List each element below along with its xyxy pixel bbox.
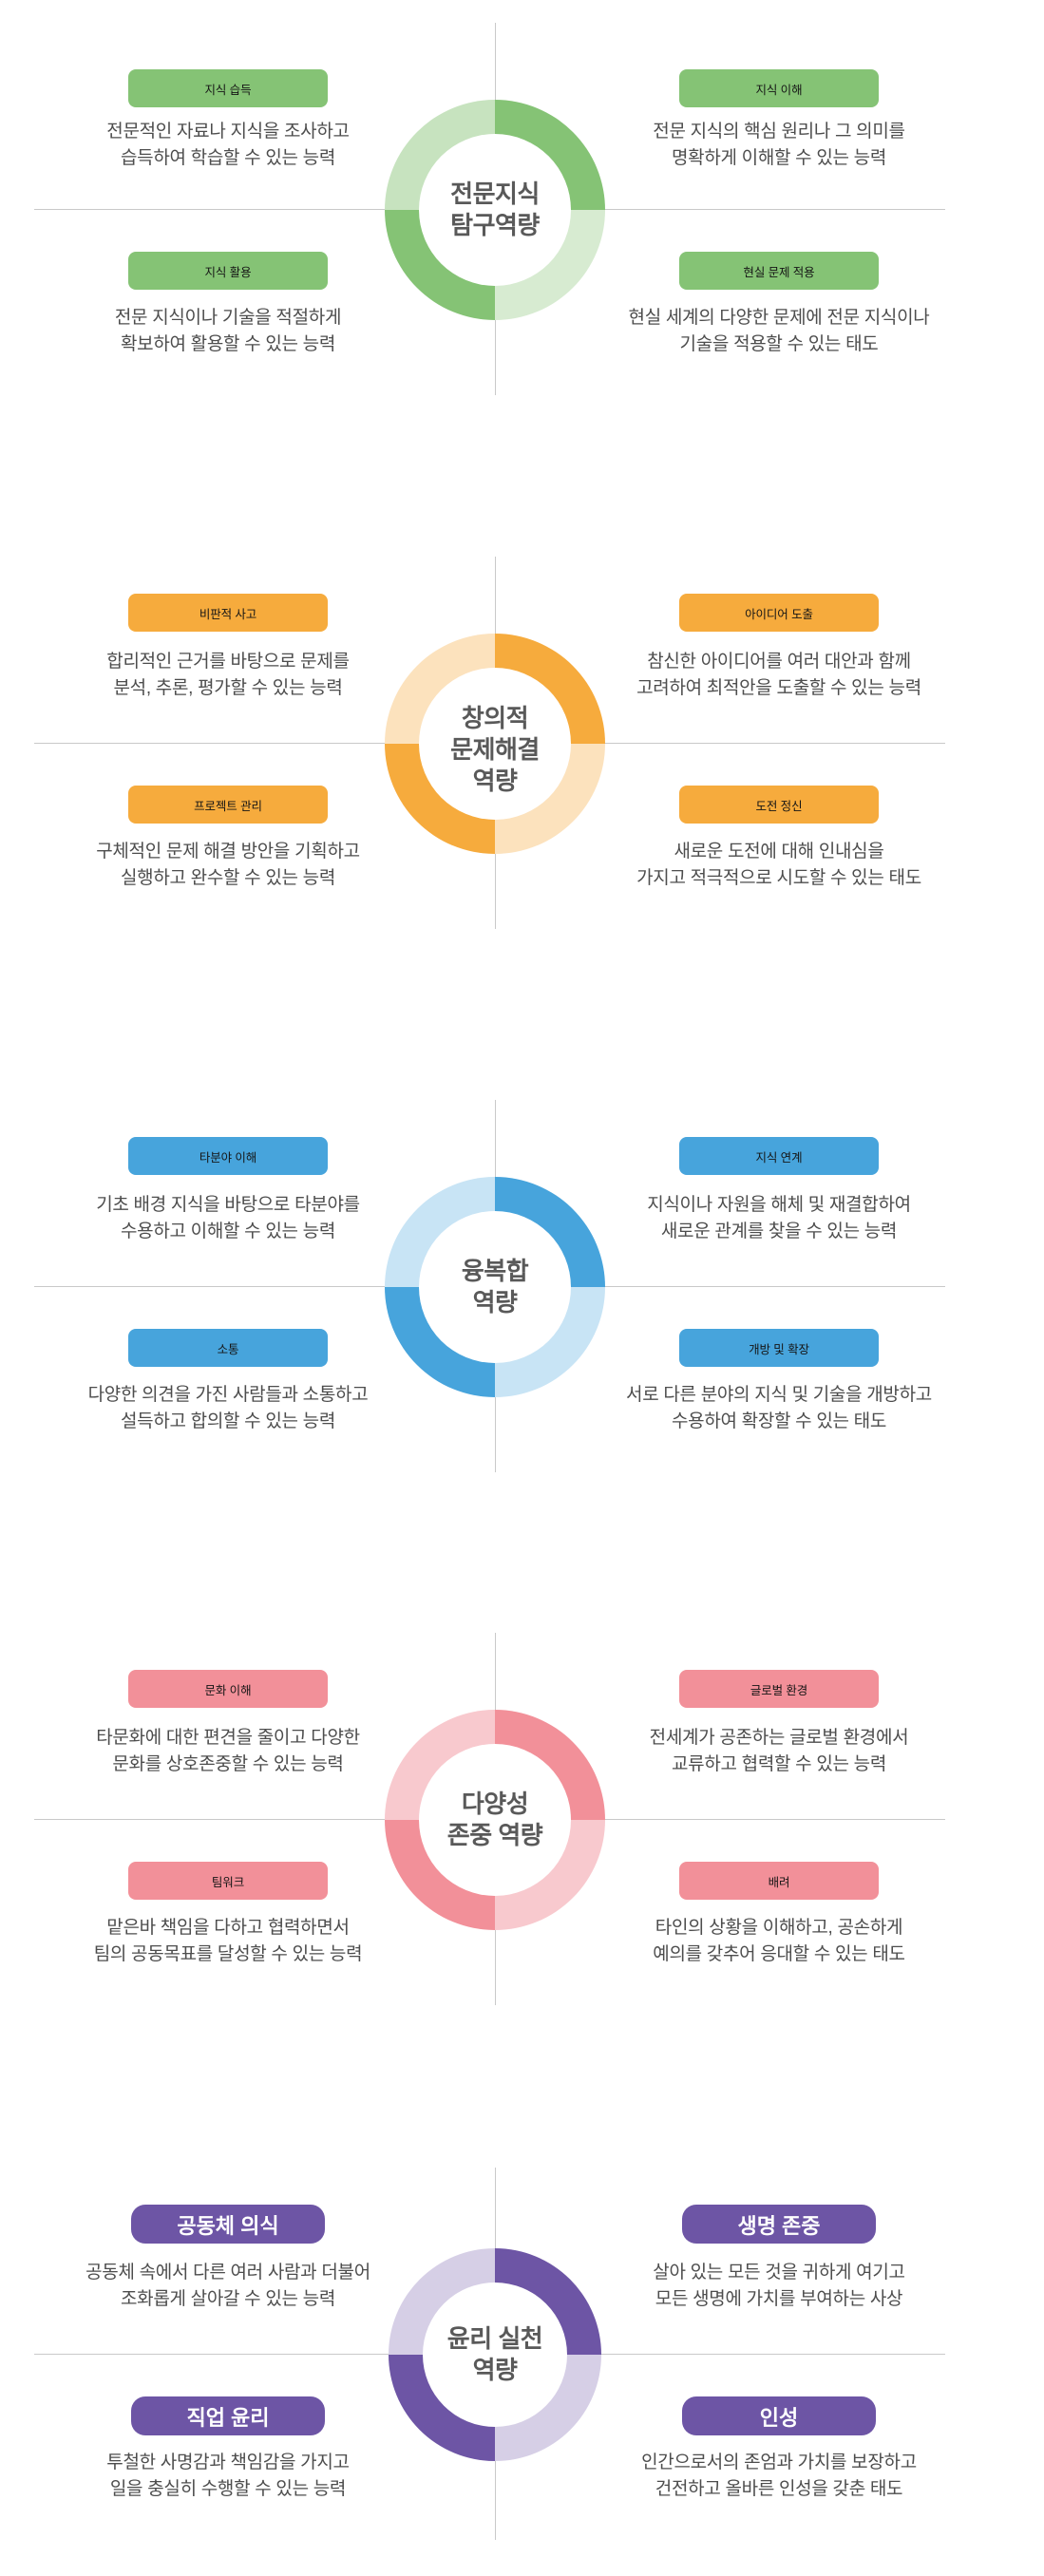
quadrant-label-pill: 생명 존중 [682,2205,876,2244]
competency-title: 윤리 실천 역량 [446,2324,543,2384]
quadrant-label-pill: 아이디어 도출 [679,594,879,632]
quadrant-description: 서로 다른 분야의 지식 및 기술을 개방하고 수용하여 확장할 수 있는 태도 [626,1385,932,1431]
quadrant-label-pill: 지식 습득 [128,69,328,107]
quadrant-label-pill: 지식 연계 [679,1137,879,1175]
quadrant-description: 합리적인 근거를 바탕으로 문제를 분석, 추론, 평가할 수 있는 능력 [106,652,350,698]
quadrant-description: 전문 지식이나 기술을 적절하게 확보하여 활용할 수 있는 능력 [114,308,342,354]
quadrant-label-pill: 글로벌 환경 [679,1670,879,1708]
quadrant-description: 전세계가 공존하는 글로벌 환경에서 교류하고 협력할 수 있는 능력 [649,1728,909,1774]
competency-title: 융복합 역량 [461,1257,529,1316]
quadrant-description: 참신한 아이디어를 여러 대안과 함께 고려하여 최적안을 도출할 수 있는 능… [636,652,921,698]
competency-donut-chart: 다양성 존중 역량 [385,1710,605,1930]
quadrant-description: 타문화에 대한 편견을 줄이고 다양한 문화를 상호존중할 수 있는 능력 [96,1728,360,1774]
quadrant-label-pill: 문화 이해 [128,1670,328,1708]
donut-center: 창의적 문제해결 역량 [419,668,571,820]
competency-donut-chart: 융복합 역량 [385,1177,605,1397]
quadrant-description: 타인의 상황을 이해하고, 공손하게 예의를 갖추어 응대할 수 있는 태도 [653,1918,905,1964]
donut-center: 다양성 존중 역량 [419,1744,571,1896]
donut-center: 전문지식 탐구역량 [419,134,571,286]
quadrant-label-pill: 공동체 의식 [131,2205,325,2244]
competency-title: 창의적 문제해결 역량 [450,703,540,795]
quadrant-description: 전문적인 자료나 지식을 조사하고 습득하여 학습할 수 있는 능력 [106,122,350,168]
quadrant-label-pill: 개방 및 확장 [679,1329,879,1367]
donut-center: 융복합 역량 [419,1211,571,1363]
quadrant-description: 새로운 도전에 대해 인내심을 가지고 적극적으로 시도할 수 있는 태도 [636,842,921,888]
competency-donut-chart: 윤리 실천 역량 [389,2248,601,2461]
quadrant-description: 살아 있는 모든 것을 귀하게 여기고 모든 생명에 가치를 부여하는 사상 [653,2263,905,2309]
quadrant-description: 인간으로서의 존엄과 가치를 보장하고 건전하고 올바른 인성을 갖춘 태도 [641,2453,917,2499]
donut-center: 윤리 실천 역량 [423,2282,567,2427]
quadrant-label-pill: 프로젝트 관리 [128,786,328,824]
quadrant-description: 다양한 의견을 가진 사람들과 소통하고 설득하고 합의할 수 있는 능력 [87,1385,369,1431]
quadrant-label-pill: 비판적 사고 [128,594,328,632]
competency-donut-chart: 전문지식 탐구역량 [385,100,605,320]
quadrant-description: 투철한 사명감과 책임감을 가지고 일을 충실히 수행할 수 있는 능력 [106,2453,350,2499]
quadrant-description: 공동체 속에서 다른 여러 사람과 더불어 조화롭게 살아갈 수 있는 능력 [85,2263,370,2309]
competency-donut-chart: 창의적 문제해결 역량 [385,634,605,854]
quadrant-description: 지식이나 자원을 해체 및 재결합하여 새로운 관계를 찾을 수 있는 능력 [647,1195,911,1241]
quadrant-description: 전문 지식의 핵심 원리나 그 의미를 명확하게 이해할 수 있는 능력 [653,122,905,168]
quadrant-label-pill: 도전 정신 [679,786,879,824]
competency-title: 전문지식 탐구역량 [450,180,540,239]
quadrant-description: 맡은바 책임을 다하고 협력하면서 팀의 공동목표를 달성할 수 있는 능력 [93,1918,363,1964]
quadrant-label-pill: 인성 [682,2396,876,2435]
quadrant-label-pill: 소통 [128,1329,328,1367]
quadrant-description: 구체적인 문제 해결 방안을 기획하고 실행하고 완수할 수 있는 능력 [96,842,360,888]
quadrant-label-pill: 배려 [679,1862,879,1900]
quadrant-label-pill: 지식 이해 [679,69,879,107]
quadrant-label-pill: 현실 문제 적용 [679,252,879,290]
quadrant-label-pill: 지식 활용 [128,252,328,290]
quadrant-label-pill: 직업 윤리 [131,2396,325,2435]
competency-title: 다양성 존중 역량 [446,1790,543,1849]
quadrant-label-pill: 타분야 이해 [128,1137,328,1175]
quadrant-label-pill: 팀워크 [128,1862,328,1900]
quadrant-description: 현실 세계의 다양한 문제에 전문 지식이나 기술을 적용할 수 있는 태도 [628,308,930,354]
quadrant-description: 기초 배경 지식을 바탕으로 타분야를 수용하고 이해할 수 있는 능력 [96,1195,360,1241]
